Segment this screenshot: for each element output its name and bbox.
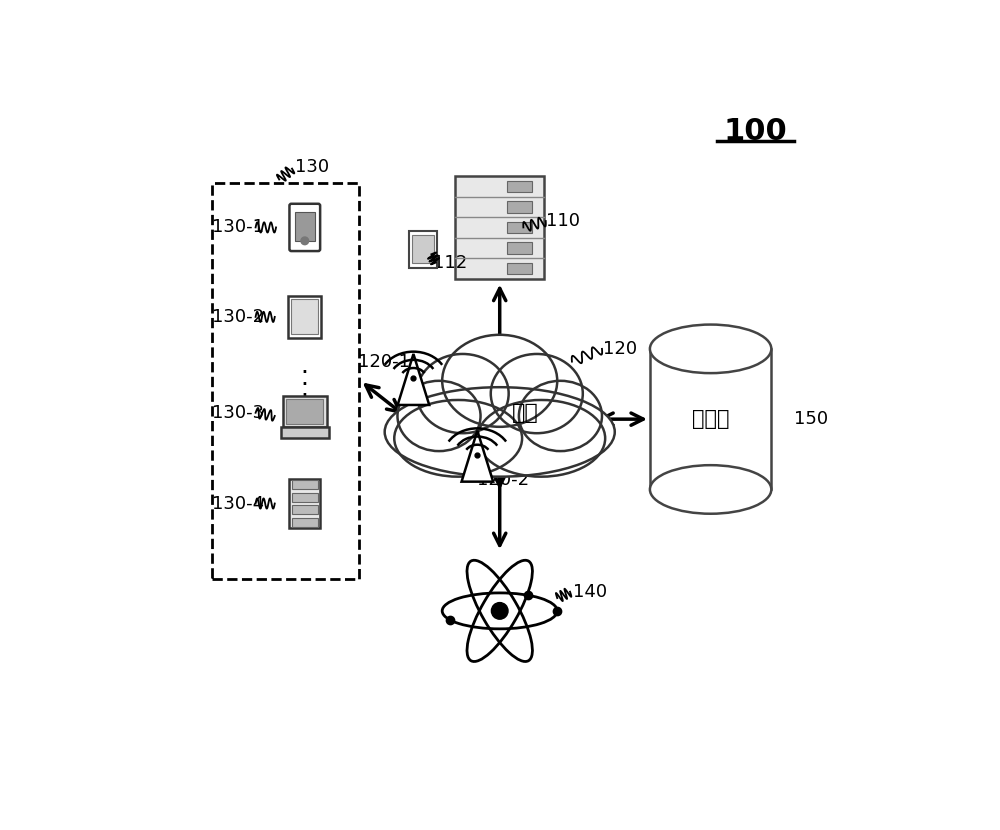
Bar [295,212,315,242]
Text: 110: 110 [546,212,580,230]
Bar [409,231,437,268]
Text: 150: 150 [794,410,828,428]
FancyBboxPatch shape [289,204,320,251]
Text: 网络: 网络 [512,403,539,422]
Bar [288,296,321,338]
Bar [292,481,318,489]
Ellipse shape [397,381,481,452]
Bar [412,235,434,263]
Bar [455,176,544,279]
Ellipse shape [442,334,557,427]
Text: 130: 130 [295,158,329,176]
Bar [507,242,532,254]
Text: 140: 140 [573,583,607,601]
Bar [289,479,320,529]
Bar [212,183,359,579]
Polygon shape [398,354,429,405]
Bar [507,201,532,212]
Text: 100: 100 [723,117,787,146]
Bar [292,505,318,514]
Ellipse shape [385,387,615,476]
Text: 130-2: 130-2 [212,308,264,326]
Ellipse shape [417,354,509,433]
Text: 120-1: 120-1 [358,353,410,371]
Text: 112: 112 [433,254,467,271]
Ellipse shape [477,400,605,476]
Ellipse shape [650,465,771,514]
Bar [286,399,323,423]
Text: 130-4: 130-4 [212,495,264,512]
Ellipse shape [519,381,602,452]
Bar [507,262,532,274]
Text: .: . [301,365,309,389]
Ellipse shape [491,354,583,433]
Ellipse shape [394,400,522,476]
Text: .: . [301,354,309,378]
Bar [507,222,532,233]
Circle shape [491,603,508,619]
Circle shape [301,237,309,245]
Text: 130-3: 130-3 [212,403,264,422]
Bar [291,300,318,334]
Bar [283,396,327,427]
Bar [292,518,318,526]
Bar [507,181,532,193]
Bar [292,493,318,501]
Text: 130-1: 130-1 [212,218,264,237]
Bar [650,349,771,490]
Text: .: . [301,377,309,401]
Text: 120-2: 120-2 [477,471,529,489]
Polygon shape [462,431,493,481]
Text: 120: 120 [603,339,637,358]
Text: 存储器: 存储器 [692,409,729,429]
Bar [281,427,329,438]
Ellipse shape [650,325,771,374]
